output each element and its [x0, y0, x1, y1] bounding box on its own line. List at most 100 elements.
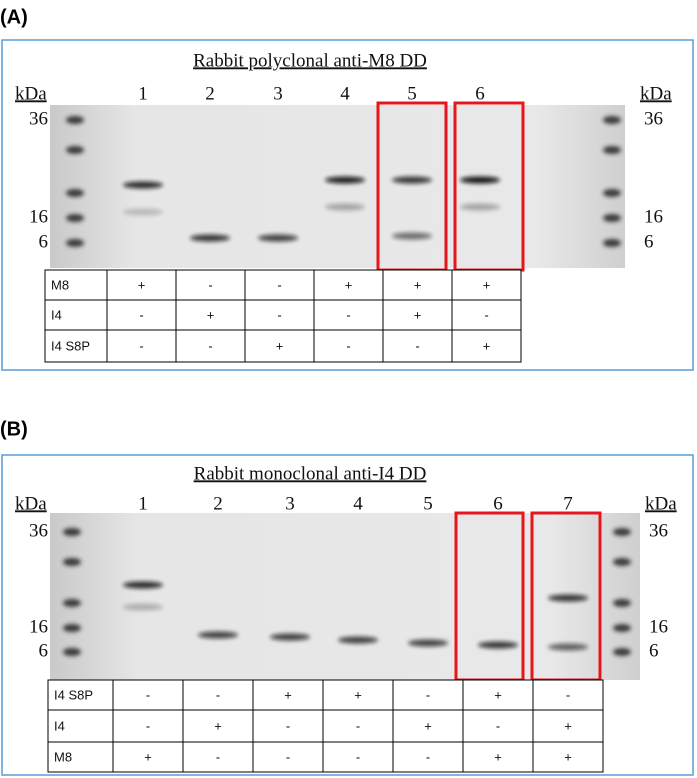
table-cell — [451, 329, 522, 363]
panel-label: (A) — [0, 6, 28, 28]
cell-value: - — [208, 338, 212, 353]
cell-value: - — [139, 307, 143, 322]
panel-title: Rabbit monoclonal anti-I4 DD — [194, 463, 427, 484]
kda-marker: 6 — [39, 231, 49, 252]
row-label: I4 — [54, 718, 65, 733]
cell-value: + — [214, 718, 222, 733]
marker-band — [603, 146, 621, 154]
cell-value: + — [483, 277, 491, 292]
cell-value: + — [494, 687, 502, 702]
cell-value: - — [277, 277, 281, 292]
marker-band — [603, 116, 621, 124]
panel-frame — [1, 454, 694, 776]
kda-label: kDa — [645, 493, 677, 514]
marker-band — [63, 599, 81, 607]
table-cell — [112, 709, 184, 743]
table-cell — [112, 679, 184, 711]
table-cell — [462, 741, 534, 773]
marker-band — [603, 189, 621, 197]
kda-marker: 16 — [29, 206, 48, 227]
table-cell — [47, 709, 114, 743]
cell-value: + — [483, 338, 491, 353]
marker-band — [613, 648, 631, 656]
band — [270, 633, 310, 641]
cell-value: - — [146, 687, 150, 702]
marker-band — [603, 239, 621, 247]
cell-value: - — [286, 749, 290, 764]
cell-value: + — [414, 277, 422, 292]
panel-frame — [1, 39, 694, 371]
cell-value: + — [207, 307, 215, 322]
kda-marker: 36 — [649, 520, 668, 541]
cell-value: + — [284, 687, 292, 702]
lane-number: 6 — [493, 493, 503, 514]
band — [258, 234, 298, 242]
cell-value: - — [566, 687, 570, 702]
cell-value: - — [356, 749, 360, 764]
table-cell — [244, 299, 315, 331]
kda-label: kDa — [15, 83, 47, 104]
cell-value: - — [356, 718, 360, 733]
table-cell — [392, 679, 464, 711]
kda-marker: 16 — [29, 616, 48, 637]
cell-value: - — [426, 687, 430, 702]
band — [392, 176, 432, 184]
table-cell — [252, 679, 324, 711]
band — [408, 639, 448, 647]
kda-marker: 6 — [39, 640, 49, 661]
band — [460, 203, 500, 211]
marker-band — [613, 558, 631, 566]
marker-band — [66, 189, 84, 197]
lane-number: 4 — [340, 83, 350, 104]
table-cell — [322, 679, 394, 711]
table-cell — [313, 329, 384, 363]
kda-marker: 36 — [29, 108, 48, 129]
band — [548, 594, 588, 602]
table-cell — [244, 269, 315, 301]
lane-number: 2 — [205, 83, 215, 104]
cell-value: - — [346, 307, 350, 322]
band — [325, 203, 365, 211]
cell-value: + — [138, 277, 146, 292]
cell-value: - — [484, 307, 488, 322]
marker-band — [63, 624, 81, 632]
kda-marker: 16 — [644, 206, 663, 227]
cell-value: - — [277, 307, 281, 322]
band — [460, 176, 500, 184]
band — [548, 643, 588, 651]
cell-value: - — [415, 338, 419, 353]
table-cell — [252, 709, 324, 743]
band — [478, 641, 518, 649]
band — [123, 208, 163, 216]
lane-number: 1 — [138, 83, 148, 104]
panel-title: Rabbit polyclonal anti-M8 DD — [193, 50, 427, 71]
cell-value: + — [564, 749, 572, 764]
table-cell — [106, 329, 177, 363]
panel-label: (B) — [0, 418, 28, 440]
table-cell — [451, 299, 522, 331]
marker-band — [63, 558, 81, 566]
table-cell — [392, 709, 464, 743]
cell-value: + — [276, 338, 284, 353]
marker-band — [613, 528, 631, 536]
lane-number: 5 — [407, 83, 417, 104]
table-cell — [532, 741, 604, 773]
table-cell — [532, 679, 604, 711]
cell-value: + — [414, 307, 422, 322]
lane-number: 3 — [273, 83, 283, 104]
cell-value: + — [345, 277, 353, 292]
table-cell — [175, 329, 246, 363]
cell-value: - — [208, 277, 212, 292]
cell-value: - — [216, 749, 220, 764]
cell-value: + — [494, 749, 502, 764]
table-cell — [382, 329, 453, 363]
lane-number: 3 — [285, 493, 295, 514]
cell-value: + — [564, 718, 572, 733]
cell-value: - — [216, 687, 220, 702]
kda-marker: 6 — [644, 231, 654, 252]
table-cell — [182, 679, 254, 711]
table-cell — [451, 269, 522, 301]
band — [392, 232, 432, 240]
kda-marker: 36 — [644, 108, 663, 129]
row-label: I4 S8P — [51, 338, 90, 353]
